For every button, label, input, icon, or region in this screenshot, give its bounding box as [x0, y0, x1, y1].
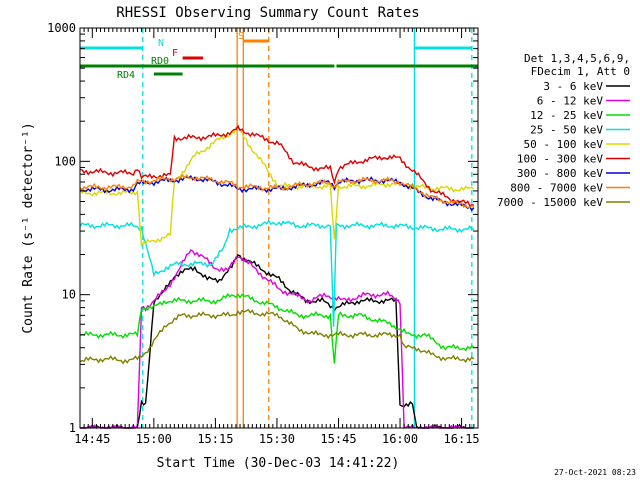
- series-line-2: [79, 292, 475, 364]
- axes: 1 10 100 1000 14:45 15:00 15:15 15:30 15:45 16:00…: [47, 21, 480, 446]
- y-tick-label-3: 1000: [47, 21, 76, 35]
- legend-label-5: 100 - 300 keV: [517, 153, 603, 166]
- series-line-8: [79, 308, 475, 365]
- y-axis-label: Count Rate (s⁻¹ detector⁻¹): [21, 122, 36, 333]
- status-bar-label-rd0: RD0: [151, 56, 169, 67]
- legend-label-7: 800 - 7000 keV: [510, 182, 603, 195]
- x-tick-label-5: 16:00: [382, 432, 418, 446]
- legend-label-6: 300 - 800 keV: [517, 167, 603, 180]
- series-line-7: [79, 173, 475, 209]
- x-tick-label-2: 15:15: [197, 432, 233, 446]
- y-tick-label-2: 100: [54, 154, 76, 168]
- chart-title: RHESSI Observing Summary Count Rates: [116, 5, 419, 21]
- x-axis-label: Start Time (30-Dec-03 14:41:22): [157, 456, 400, 471]
- x-tick-label-3: 15:30: [259, 432, 295, 446]
- y-tick-label-0: 1: [69, 421, 76, 435]
- y-tick-label-1: 10: [62, 288, 76, 302]
- legend-label-3: 25 - 50 keV: [530, 124, 603, 137]
- x-tick-label-1: 15:00: [136, 432, 172, 446]
- legend-header-0: Det 1,3,4,5,6,9,: [524, 52, 630, 65]
- legend-label-4: 50 - 100 keV: [524, 138, 604, 151]
- legend-header-1: FDecim 1, Att 0: [531, 65, 630, 78]
- legend-label-8: 7000 - 15000 keV: [497, 196, 603, 209]
- timestamp: 27-Oct-2021 08:23: [554, 468, 636, 477]
- x-tick-label-6: 16:15: [444, 432, 480, 446]
- status-bar-label-n: N: [158, 38, 164, 49]
- status-bar-label-f: F: [172, 48, 178, 59]
- legend-label-1: 6 - 12 keV: [537, 95, 604, 108]
- x-tick-label-4: 15:45: [320, 432, 356, 446]
- legend-label-2: 12 - 25 keV: [530, 109, 603, 122]
- series-line-5: [79, 124, 474, 207]
- legend-label-0: 3 - 6 keV: [543, 80, 603, 93]
- plot-frame: [79, 27, 479, 429]
- x-tick-label-0: 14:45: [74, 432, 110, 446]
- legend: Det 1,3,4,5,6,9,FDecim 1, Att 0 3 - 6 keV…: [497, 52, 630, 209]
- series-line-0: [80, 254, 474, 430]
- status-bar-label-s: S: [238, 31, 244, 42]
- status-bar-label-rd4: RD4: [117, 70, 135, 81]
- series-line-4: [79, 126, 475, 248]
